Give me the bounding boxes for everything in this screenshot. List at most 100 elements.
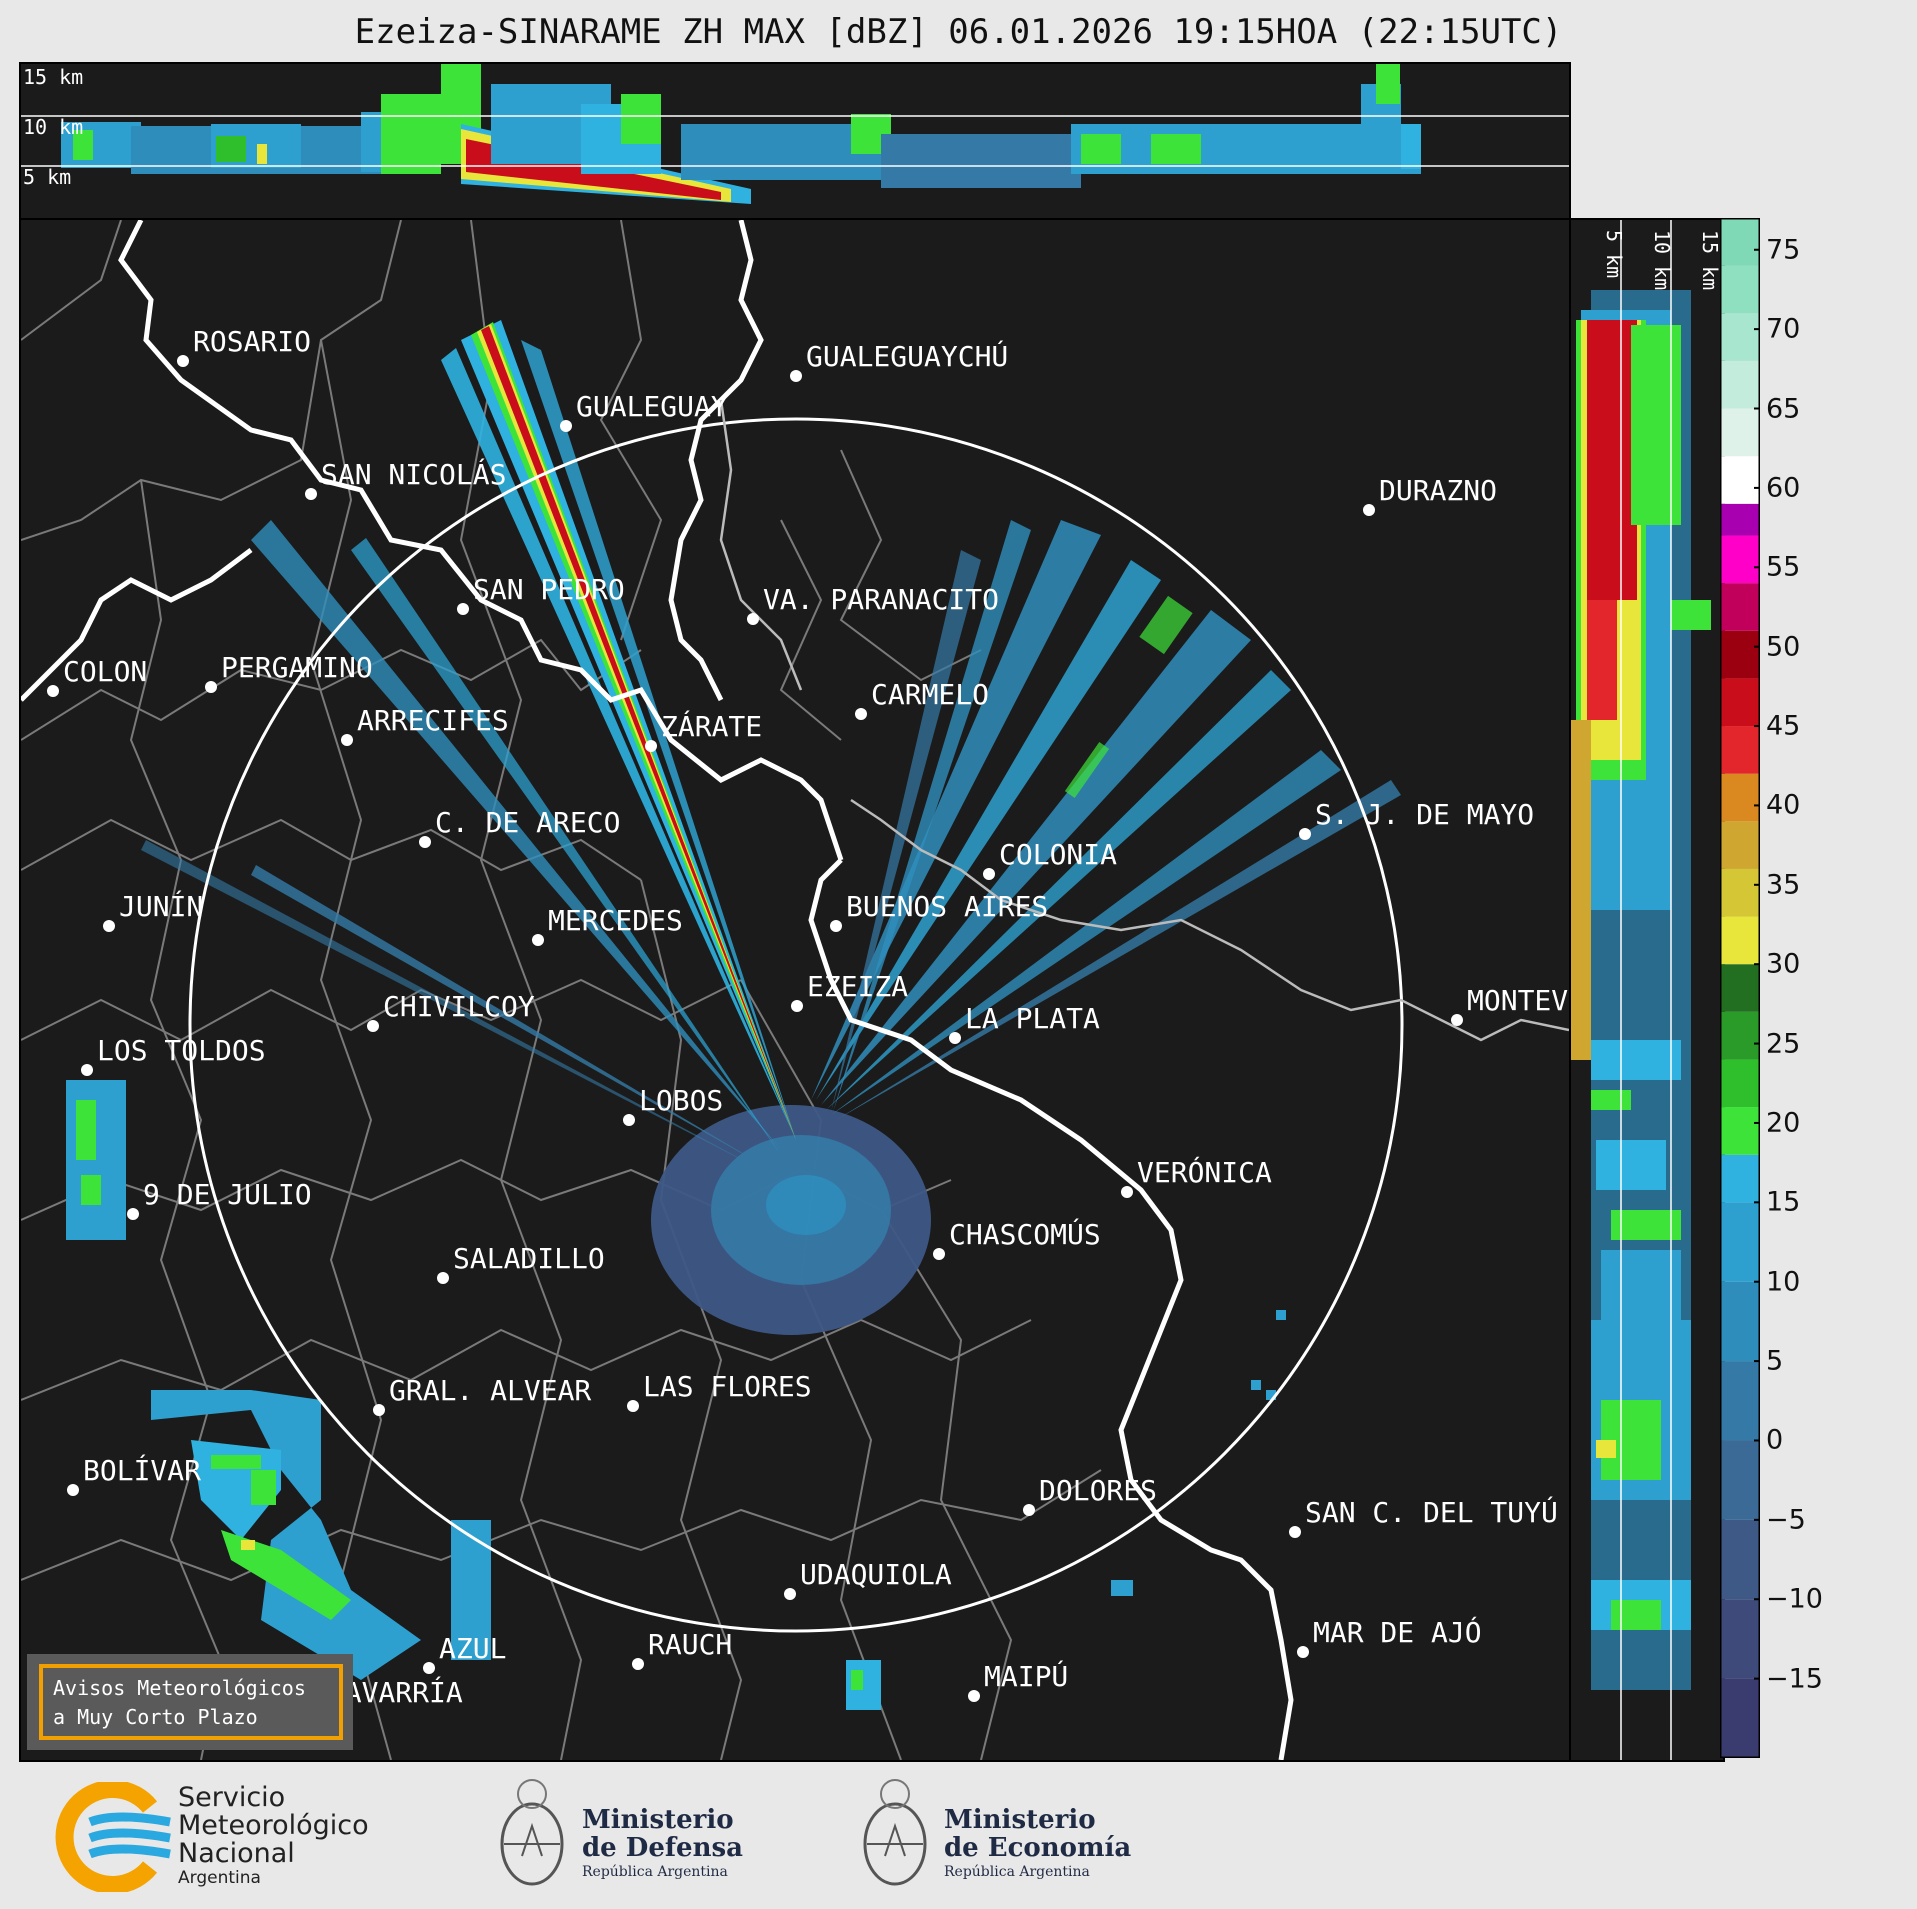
city-marker: SAN C. DEL TUYÚ [1289, 1495, 1558, 1538]
economia-line2: de Economía [944, 1833, 1132, 1863]
radar-map-svg: ROSARIO GUALEGUAYCHÚ GUALEGUAY SAN NICOLÁS D… [21, 220, 1569, 1760]
city-label: LOS TOLDOS [97, 1034, 266, 1067]
city-label: LOBOS [639, 1084, 723, 1117]
city-dot [790, 370, 802, 382]
smn-line1: Servicio [178, 1782, 286, 1813]
colorbar-segment [1720, 456, 1760, 504]
side-height-label-10km: 10 km [1650, 230, 1674, 290]
city-marker: MONTEV [1451, 984, 1568, 1026]
city-marker: COLON [47, 655, 147, 697]
defensa-coat-of-arms-icon [500, 1779, 564, 1886]
smn-line2: Meteorológico [178, 1810, 369, 1841]
top-height-projection: 15 km 10 km 5 km [19, 62, 1571, 220]
city-dot [177, 355, 189, 367]
city-dot [341, 734, 353, 746]
colorbar-segment [1720, 726, 1760, 774]
colorbar-segment [1720, 678, 1760, 727]
top-height-label-15km: 15 km [23, 65, 83, 89]
colorbar-segment [1720, 630, 1760, 679]
colorbar-segment [1720, 1361, 1760, 1441]
colorbar-segment [1720, 1011, 1760, 1060]
city-dot [784, 1588, 796, 1600]
city-dot [67, 1484, 79, 1496]
city-marker: BUENOS AIRES [830, 890, 1048, 932]
notice-box[interactable]: Avisos Meteorológicos a Muy Corto Plazo [27, 1654, 353, 1750]
city-dot [933, 1248, 945, 1260]
city-dot [968, 1690, 980, 1702]
radar-map: ROSARIO GUALEGUAYCHÚ GUALEGUAY SAN NICOLÁS D… [19, 218, 1571, 1762]
city-dot [1299, 828, 1311, 840]
colorbar-segment [1720, 1281, 1760, 1362]
smn-line3: Nacional [178, 1838, 295, 1869]
side-echo-patches [1571, 290, 1711, 1690]
colorbar-segment [1720, 1440, 1760, 1520]
colorbar-tick-label: 70 [1766, 313, 1801, 345]
city-label: UDAQUIOLA [800, 1558, 952, 1591]
city-marker: VERÓNICA [1121, 1155, 1272, 1198]
city-marker: ARRECIFES [341, 704, 509, 746]
side-height-projection: 5 km 10 km 15 km [1569, 218, 1725, 1762]
city-marker: COLONIA [983, 838, 1117, 880]
colorbar-tick-label: 50 [1766, 631, 1801, 663]
colorbar-segment [1720, 1599, 1760, 1679]
radar-echoes [66, 320, 1401, 1710]
defensa-line2: de Defensa [582, 1833, 743, 1863]
city-label: SALADILLO [453, 1242, 605, 1275]
city-marker: PERGAMINO [205, 651, 373, 693]
city-label: EZEIZA [807, 970, 908, 1003]
top-projection-svg: 15 km 10 km 5 km [21, 64, 1569, 204]
city-marker: ROSARIO [177, 325, 311, 367]
city-label: CHASCOMÚS [949, 1217, 1101, 1251]
colorbar-segment [1720, 916, 1760, 965]
colorbar-segment [1720, 408, 1760, 457]
colorbar-tick-label: 65 [1766, 393, 1801, 424]
top-height-label-10km: 10 km [23, 115, 83, 139]
colorbar-segment [1720, 821, 1760, 869]
colorbar-svg [1719, 217, 1761, 1759]
coastline [719, 399, 1569, 1042]
city-label: 9 DE JULIO [143, 1178, 312, 1211]
city-label: LA PLATA [965, 1002, 1100, 1035]
colorbar-tick-label: 75 [1766, 234, 1801, 266]
city-dot [81, 1064, 93, 1076]
city-dot [560, 420, 572, 432]
colorbar-tick-label: 5 [1766, 1345, 1784, 1377]
colorbar-segment [1720, 503, 1760, 536]
city-marker: VA. PARANACITO [747, 583, 999, 625]
colorbar-border [1719, 217, 1761, 1759]
city-dot [437, 1272, 449, 1284]
colorbar-tick-label: 25 [1766, 1028, 1801, 1060]
city-marker: C. DE ARECO [419, 806, 620, 848]
city-dot [532, 934, 544, 946]
city-marker: MAIPÚ [968, 1659, 1068, 1702]
colorbar-tick-label: 45 [1766, 710, 1801, 742]
city-dot [1363, 504, 1375, 516]
economia-line1: Ministerio [944, 1805, 1096, 1835]
city-dot [855, 708, 867, 720]
city-dot [623, 1114, 635, 1126]
city-dot [645, 740, 657, 752]
colorbar-tick-label: 55 [1766, 551, 1801, 583]
colorbar-segment [1720, 583, 1760, 631]
colorbar-segment [1720, 1678, 1760, 1758]
colorbar-tick-label: 30 [1766, 948, 1801, 980]
city-label: COLON [63, 655, 147, 688]
city-marker: UDAQUIOLA [784, 1558, 952, 1600]
colorbar-tick-label: 15 [1766, 1186, 1801, 1218]
city-dot [423, 1662, 435, 1674]
colorbar-tick-label: 35 [1766, 869, 1801, 901]
colorbar-tick-label: −15 [1766, 1663, 1823, 1695]
colorbar-segment [1720, 313, 1760, 361]
city-label: GRAL. ALVEAR [389, 1374, 591, 1407]
side-projection-svg: 5 km 10 km 15 km [1571, 220, 1722, 1760]
city-label: SAN PEDRO [473, 573, 625, 606]
colorbar-tick-label: 40 [1766, 789, 1801, 821]
city-label: CARMELO [871, 678, 989, 711]
top-height-label-5km: 5 km [23, 165, 71, 189]
notice-line1: Avisos Meteorológicos [53, 1676, 306, 1700]
map-title: Ezeiza-SINARAME ZH MAX [dBZ] 06.01.2026 … [354, 12, 1563, 52]
city-marker: 9 DE JULIO [127, 1178, 312, 1220]
city-marker: GUALEGUAY [560, 390, 728, 432]
city-label: SAN NICOLÁS [321, 457, 506, 491]
city-label: DURAZNO [1379, 474, 1497, 507]
